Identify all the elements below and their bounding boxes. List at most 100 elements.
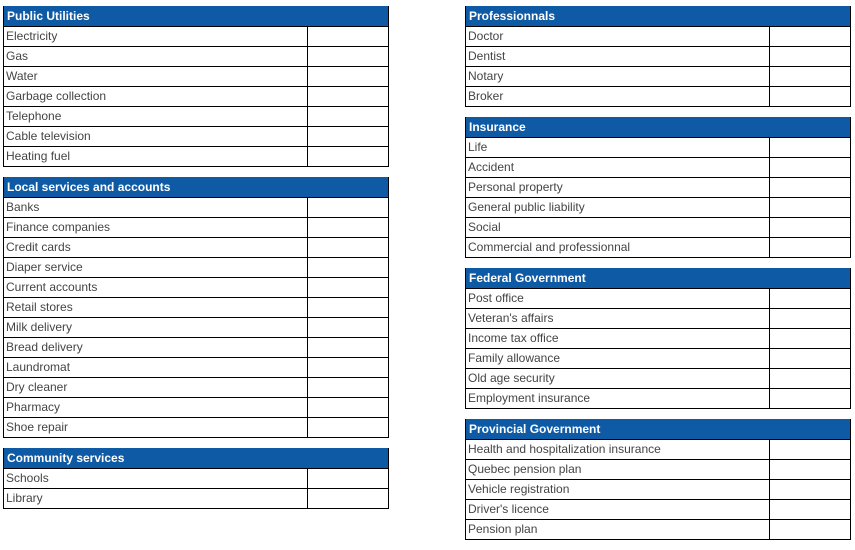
row-value-cell[interactable]	[308, 107, 388, 126]
row-value-cell[interactable]	[770, 67, 850, 86]
row-value-cell[interactable]	[770, 500, 850, 519]
table-row: Retail stores	[4, 297, 388, 317]
table-row: Finance companies	[4, 217, 388, 237]
row-label: Commercial and professionnal	[466, 238, 770, 257]
section-header: Provincial Government	[466, 419, 850, 439]
row-value-cell[interactable]	[308, 27, 388, 46]
row-label: Banks	[4, 198, 308, 217]
row-label: Driver's licence	[466, 500, 770, 519]
right-column: Professionnals Doctor Dentist Notary Broker I…	[465, 6, 851, 550]
table-row: Shoe repair	[4, 417, 388, 437]
row-value-cell[interactable]	[308, 198, 388, 217]
table-row: Post office	[466, 288, 850, 308]
row-value-cell[interactable]	[770, 289, 850, 308]
row-label: Diaper service	[4, 258, 308, 277]
row-label: Life	[466, 138, 770, 157]
section-header: Local services and accounts	[4, 177, 388, 197]
row-label: Doctor	[466, 27, 770, 46]
table-row: Diaper service	[4, 257, 388, 277]
row-label: Library	[4, 489, 308, 508]
row-value-cell[interactable]	[770, 178, 850, 197]
row-value-cell[interactable]	[770, 138, 850, 157]
row-label: Water	[4, 67, 308, 86]
row-value-cell[interactable]	[770, 369, 850, 388]
row-value-cell[interactable]	[770, 440, 850, 459]
row-label: Current accounts	[4, 278, 308, 297]
row-value-cell[interactable]	[308, 238, 388, 257]
row-label: Income tax office	[466, 329, 770, 348]
table-row: Social	[466, 217, 850, 237]
row-value-cell[interactable]	[308, 218, 388, 237]
row-value-cell[interactable]	[770, 27, 850, 46]
row-label: Shoe repair	[4, 418, 308, 437]
table-row: Income tax office	[466, 328, 850, 348]
row-value-cell[interactable]	[308, 338, 388, 357]
row-label: Vehicle registration	[466, 480, 770, 499]
table-row: Current accounts	[4, 277, 388, 297]
row-label: Old age security	[466, 369, 770, 388]
row-label: Heating fuel	[4, 147, 308, 166]
row-label: Telephone	[4, 107, 308, 126]
section-header: Federal Government	[466, 268, 850, 288]
row-value-cell[interactable]	[308, 358, 388, 377]
row-value-cell[interactable]	[308, 258, 388, 277]
row-value-cell[interactable]	[770, 389, 850, 408]
table-row: Dentist	[466, 46, 850, 66]
row-value-cell[interactable]	[308, 67, 388, 86]
row-value-cell[interactable]	[308, 378, 388, 397]
row-value-cell[interactable]	[770, 480, 850, 499]
row-label: Accident	[466, 158, 770, 177]
table-row: Bread delivery	[4, 337, 388, 357]
row-value-cell[interactable]	[308, 87, 388, 106]
row-value-cell[interactable]	[770, 238, 850, 257]
section-federal-government: Federal Government Post office Veteran's a…	[465, 268, 851, 409]
section-insurance: Insurance Life Accident Personal property Ge…	[465, 117, 851, 258]
row-label: Retail stores	[4, 298, 308, 317]
table-row: Pension plan	[466, 519, 850, 539]
row-value-cell[interactable]	[770, 309, 850, 328]
table-row: Dry cleaner	[4, 377, 388, 397]
row-value-cell[interactable]	[308, 418, 388, 437]
table-row: Credit cards	[4, 237, 388, 257]
table-row: Broker	[466, 86, 850, 106]
table-row: Garbage collection	[4, 86, 388, 106]
table-row: Laundromat	[4, 357, 388, 377]
row-value-cell[interactable]	[308, 469, 388, 488]
row-value-cell[interactable]	[308, 489, 388, 508]
row-value-cell[interactable]	[308, 278, 388, 297]
row-label: Veteran's affairs	[466, 309, 770, 328]
row-value-cell[interactable]	[308, 147, 388, 166]
row-value-cell[interactable]	[770, 87, 850, 106]
table-row: Old age security	[466, 368, 850, 388]
table-row: Quebec pension plan	[466, 459, 850, 479]
table-row: Commercial and professionnal	[466, 237, 850, 257]
row-label: Laundromat	[4, 358, 308, 377]
row-label: Electricity	[4, 27, 308, 46]
table-row: Vehicle registration	[466, 479, 850, 499]
row-label: Family allowance	[466, 349, 770, 368]
row-value-cell[interactable]	[770, 218, 850, 237]
row-value-cell[interactable]	[308, 47, 388, 66]
row-value-cell[interactable]	[770, 349, 850, 368]
row-value-cell[interactable]	[308, 127, 388, 146]
left-column: Public Utilities Electricity Gas Water Garba…	[3, 6, 389, 519]
row-label: Dentist	[466, 47, 770, 66]
table-row: Cable television	[4, 126, 388, 146]
row-label: Health and hospitalization insurance	[466, 440, 770, 459]
row-label: Gas	[4, 47, 308, 66]
row-value-cell[interactable]	[770, 47, 850, 66]
table-row: Gas	[4, 46, 388, 66]
row-value-cell[interactable]	[770, 158, 850, 177]
row-label: Quebec pension plan	[466, 460, 770, 479]
row-value-cell[interactable]	[308, 318, 388, 337]
section-header: Public Utilities	[4, 6, 388, 26]
row-value-cell[interactable]	[308, 398, 388, 417]
row-value-cell[interactable]	[770, 329, 850, 348]
row-label: Bread delivery	[4, 338, 308, 357]
table-row: Banks	[4, 197, 388, 217]
row-value-cell[interactable]	[770, 460, 850, 479]
row-value-cell[interactable]	[770, 520, 850, 539]
row-value-cell[interactable]	[770, 198, 850, 217]
section-header: Community services	[4, 448, 388, 468]
row-value-cell[interactable]	[308, 298, 388, 317]
